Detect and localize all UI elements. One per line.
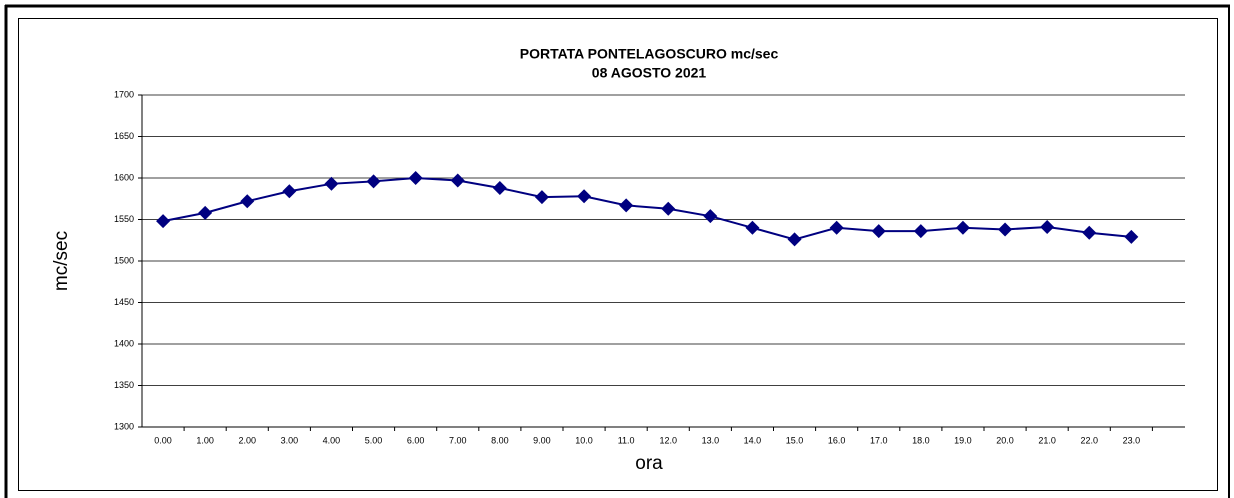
x-tick-label: 1.00	[196, 435, 214, 445]
data-point	[1040, 219, 1055, 234]
y-tick-label: 1400	[114, 338, 134, 348]
y-tick-label: 1600	[114, 172, 134, 182]
data-point	[1124, 229, 1139, 244]
x-tick-label: 3.00	[281, 435, 299, 445]
x-tick-label: 21.0	[1038, 435, 1056, 445]
x-tick-label: 15.0	[786, 435, 804, 445]
x-tick-label: 13.0	[702, 435, 720, 445]
data-point	[450, 173, 465, 188]
y-tick-label: 1550	[114, 214, 134, 224]
x-tick-label: 11.0	[618, 435, 635, 445]
x-tick-label: 12.0	[659, 435, 677, 445]
y-tick-label: 1500	[114, 255, 134, 265]
x-tick-label: 20.0	[996, 435, 1014, 445]
data-point	[871, 224, 886, 239]
y-axis-title: mc/sec	[51, 231, 72, 291]
data-point	[998, 222, 1013, 237]
data-point	[619, 198, 634, 213]
x-tick-label: 8.00	[491, 435, 509, 445]
chart-frame	[18, 18, 1218, 491]
x-tick-label: 22.0	[1080, 435, 1098, 445]
chart-subtitle: 08 AGOSTO 2021	[592, 65, 707, 81]
data-point	[661, 201, 676, 216]
series-line	[162, 176, 1132, 241]
data-point	[198, 205, 213, 220]
y-tick-label: 1300	[114, 421, 134, 431]
data-point	[913, 224, 928, 239]
x-tick-label: 14.0	[744, 435, 762, 445]
data-point	[408, 171, 423, 185]
x-axis-title: ora	[635, 453, 663, 474]
x-tick-label: 7.00	[449, 435, 467, 445]
data-point	[829, 220, 844, 235]
x-tick-label: 6.00	[407, 435, 425, 445]
data-point	[366, 174, 381, 189]
data-point	[240, 194, 255, 209]
x-tick-label: 16.0	[828, 435, 846, 445]
data-point	[787, 232, 802, 247]
x-tick-label: 4.00	[323, 435, 341, 445]
data-point	[1082, 225, 1097, 240]
x-tick-label: 5.00	[365, 435, 383, 445]
data-point	[955, 220, 970, 235]
x-tick-label: 10.0	[575, 435, 593, 445]
x-tick-label: 2.00	[238, 435, 256, 445]
y-tick-label: 1700	[114, 89, 134, 99]
x-tick-label: 19.0	[954, 435, 972, 445]
x-tick-label: 9.00	[533, 435, 551, 445]
chart-title: PORTATA PONTELAGOSCURO mc/sec	[520, 46, 779, 62]
x-tick-label: 17.0	[870, 435, 888, 445]
data-point	[324, 176, 339, 191]
data-point	[577, 189, 592, 204]
data-point	[534, 190, 549, 205]
data-point	[156, 214, 171, 229]
data-point	[282, 184, 297, 199]
data-point	[745, 220, 760, 235]
data-point	[703, 209, 718, 224]
x-tick-label: 23.0	[1123, 435, 1141, 445]
data-point	[492, 180, 507, 195]
x-tick-label: 18.0	[912, 435, 930, 445]
y-tick-label: 1650	[114, 131, 134, 141]
y-tick-label: 1450	[114, 297, 134, 307]
y-tick-label: 1350	[114, 380, 134, 390]
x-tick-label: 0.00	[154, 435, 172, 445]
